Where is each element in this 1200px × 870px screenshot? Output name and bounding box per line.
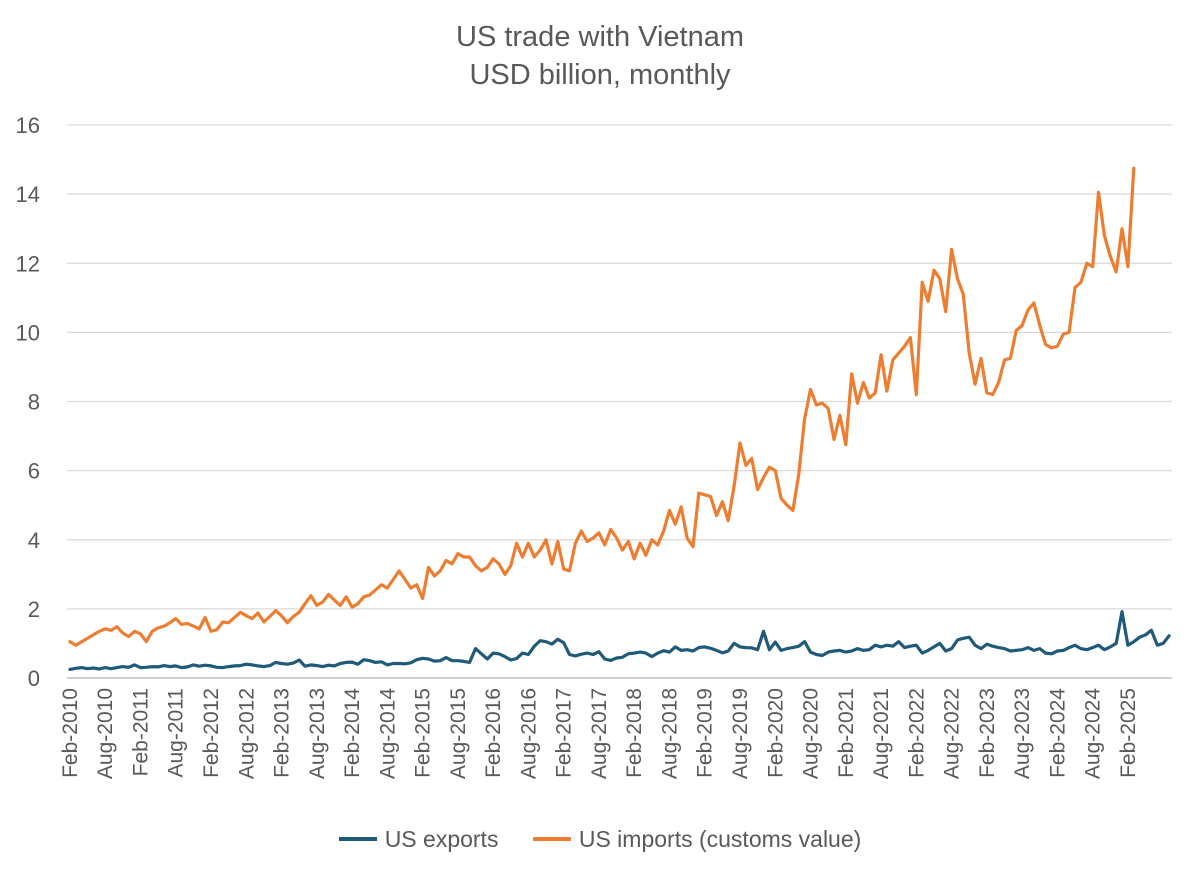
- x-tick-label: Aug-2020: [800, 688, 823, 779]
- x-tick-label: Feb-2022: [905, 688, 928, 778]
- x-tick-label: Feb-2019: [694, 688, 717, 778]
- x-tick-label: Aug-2024: [1082, 688, 1105, 779]
- x-tick-label: Aug-2013: [306, 688, 329, 779]
- chart-title-block: US trade with Vietnam USD billion, month…: [0, 18, 1200, 94]
- y-tick-label: 2: [28, 597, 40, 622]
- series-line-us-imports: [68, 166, 1136, 647]
- series-lines: [68, 166, 1171, 672]
- y-tick-label: 16: [16, 113, 40, 138]
- x-tick-label: Feb-2011: [129, 688, 152, 776]
- x-tick-label: Aug-2016: [517, 688, 540, 779]
- x-tick-label: Aug-2014: [376, 688, 399, 779]
- x-tick-label: Feb-2024: [1046, 688, 1069, 778]
- x-tick-label: Aug-2015: [447, 688, 470, 779]
- x-tick-label: Feb-2021: [835, 688, 858, 778]
- x-tick-label: Feb-2018: [623, 688, 646, 778]
- gridlines: [67, 124, 1172, 610]
- y-tick-label: 14: [16, 182, 40, 207]
- x-tick-label: Aug-2021: [870, 688, 893, 779]
- x-tick-label: Feb-2015: [412, 688, 435, 778]
- x-tick-label: Aug-2018: [658, 688, 681, 779]
- legend: US exports US imports (customs value): [0, 820, 1200, 853]
- series-line-us-exports: [68, 609, 1171, 672]
- x-tick-label: Aug-2022: [941, 688, 964, 779]
- y-tick-label: 12: [16, 251, 40, 276]
- x-tick-label: Feb-2013: [271, 688, 294, 778]
- legend-label-exports: US exports: [384, 825, 499, 852]
- y-tick-label: 4: [28, 528, 40, 553]
- x-tick-label: Feb-2010: [59, 688, 82, 778]
- x-tick-label: Feb-2023: [976, 688, 999, 778]
- x-axis-ticks: Feb-2010 Aug-2010 Feb-2011 Aug-2011 Feb-2012…: [59, 688, 1140, 779]
- x-tick-label: Aug-2019: [729, 688, 752, 779]
- legend-item-exports: US exports: [338, 825, 499, 853]
- y-tick-label: 8: [28, 390, 40, 415]
- y-tick-label: 10: [16, 320, 40, 345]
- x-tick-label: Feb-2014: [341, 688, 364, 778]
- legend-swatch-imports: [532, 837, 571, 841]
- y-tick-label: 6: [28, 459, 40, 484]
- legend-swatch-exports: [338, 837, 377, 841]
- x-tick-label: Feb-2025: [1117, 688, 1140, 778]
- legend-label-imports: US imports (customs value): [578, 825, 862, 852]
- x-tick-label: Aug-2011: [165, 688, 188, 778]
- x-tick-label: Feb-2012: [200, 688, 223, 778]
- chart-title: US trade with Vietnam: [456, 21, 744, 53]
- x-tick-label: Aug-2010: [94, 688, 117, 779]
- x-tick-label: Aug-2023: [1011, 688, 1034, 779]
- x-tick-label: Feb-2016: [482, 688, 505, 778]
- x-tick-label: Aug-2012: [235, 688, 258, 779]
- x-tick-label: Feb-2020: [764, 688, 787, 778]
- x-tick-label: Aug-2017: [588, 688, 611, 779]
- y-tick-label: 0: [28, 666, 40, 691]
- legend-item-imports: US imports (customs value): [532, 825, 862, 853]
- y-axis-ticks: 0 2 4 6 8 10 12 14 16: [16, 113, 40, 691]
- chart-subtitle: USD billion, monthly: [469, 59, 731, 91]
- x-tick-label: Feb-2017: [553, 688, 576, 778]
